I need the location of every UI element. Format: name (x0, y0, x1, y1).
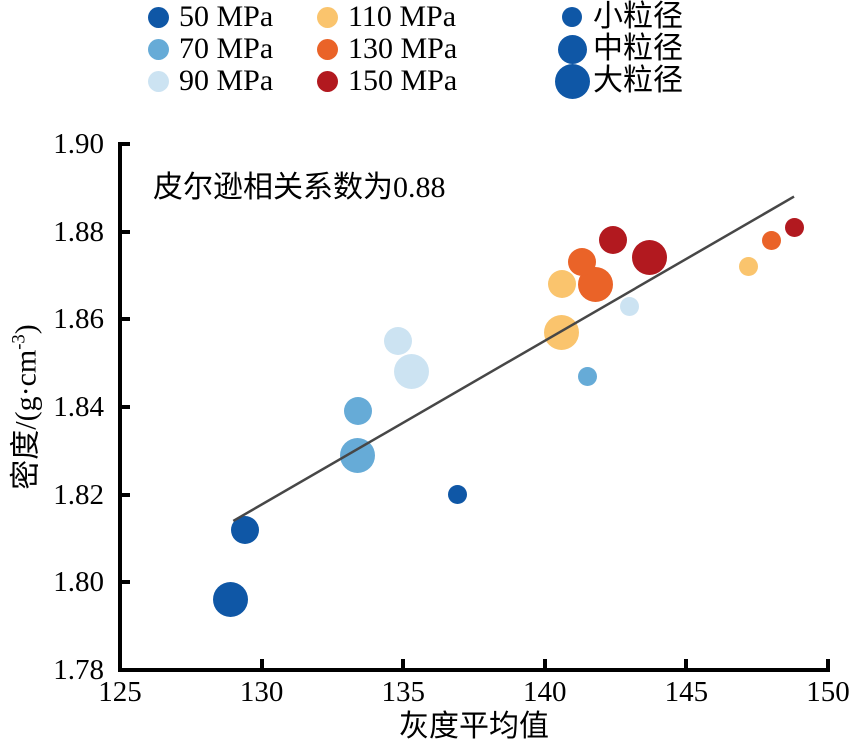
legend-swatch-box (140, 33, 176, 65)
y-tick-label: 1.80 (53, 566, 104, 599)
legend-pressure-item: 130 MPa (309, 33, 457, 65)
data-point (739, 257, 759, 277)
trend-line (232, 195, 795, 523)
x-tick (118, 659, 122, 668)
legend-pressure-item: 50 MPa (140, 1, 273, 33)
y-axis-title-superscript: -3 (8, 334, 30, 350)
y-tick-label: 1.78 (53, 654, 104, 686)
legend-swatch-box (309, 33, 345, 65)
y-tick (122, 492, 130, 497)
x-tick-label: 150 (806, 676, 850, 708)
legend-pressure-item: 70 MPa (140, 33, 273, 65)
legend-swatch-box (140, 65, 176, 97)
x-tick (826, 659, 830, 668)
x-axis-line (118, 668, 830, 672)
data-point (447, 485, 467, 505)
legend-size-item: 小粒径 (554, 1, 683, 33)
pearson-annotation: 皮尔逊相关系数为0.88 (153, 171, 446, 204)
y-tick-label: 1.82 (53, 478, 104, 511)
legend-pressure-label: 90 MPa (179, 64, 274, 97)
x-tick-label: 145 (664, 676, 709, 708)
legend-size-label: 大粒径 (593, 64, 683, 97)
legend-size-swatch-box (554, 1, 590, 33)
data-point (598, 226, 627, 255)
data-point (343, 397, 372, 426)
y-tick-label: 1.84 (53, 391, 104, 423)
x-tick-label: 135 (381, 676, 425, 708)
data-point (620, 296, 640, 316)
y-tick-label: 1.88 (53, 215, 104, 248)
data-point (230, 515, 259, 544)
x-tick (259, 659, 264, 668)
legend-pressure-label: 150 MPa (348, 64, 458, 97)
legend-color-dot-icon (316, 70, 338, 92)
legend-pressure-label: 130 MPa (348, 32, 458, 65)
legend-pressure-column-2: 110 MPa 130 MPa 150 MPa (309, 1, 457, 97)
legend-color-dot-icon (147, 70, 169, 92)
legend-pressure-column-1: 50 MPa 70 MPa 90 MPa (140, 1, 273, 97)
legend-pressure-label: 110 MPa (348, 0, 457, 33)
x-tick-label: 130 (239, 676, 284, 708)
x-tick (542, 659, 547, 668)
legend-pressure-item: 110 MPa (309, 1, 457, 33)
data-point (577, 366, 597, 386)
legend-swatch-box (309, 1, 345, 33)
plot-area: 皮尔逊相关系数为0.88 (120, 144, 828, 670)
data-point (784, 217, 804, 237)
data-point (567, 248, 596, 277)
x-axis-title: 灰度平均值 (399, 710, 549, 743)
y-tick (122, 229, 130, 234)
legend-size-item: 大粒径 (554, 63, 683, 99)
legend-size-label: 中粒径 (593, 32, 683, 65)
data-point (632, 240, 668, 276)
data-point (394, 354, 430, 390)
legend-pressure-label: 50 MPa (179, 0, 274, 33)
y-tick (122, 580, 130, 585)
y-tick (122, 668, 130, 672)
legend-color-dot-icon (147, 6, 169, 28)
data-point (761, 230, 781, 250)
legend-size-label: 小粒径 (593, 0, 683, 33)
legend-size-swatch-box (554, 63, 590, 99)
legend-pressure-item: 90 MPa (140, 65, 273, 97)
legend-size-swatch-box (554, 33, 590, 65)
legend-size-dot-icon (562, 7, 582, 27)
legend-swatch-box (309, 65, 345, 97)
legend-color-dot-icon (316, 6, 338, 28)
y-tick (122, 405, 130, 409)
data-point (383, 327, 412, 356)
y-tick (122, 317, 130, 322)
x-tick (684, 659, 689, 668)
data-point (547, 270, 576, 299)
legend-color-dot-icon (316, 38, 338, 60)
legend-swatch-box (140, 1, 176, 33)
data-point (544, 314, 580, 350)
legend-size-column: 小粒径 中粒径 大粒径 (554, 1, 683, 99)
y-tick-label: 1.90 (53, 128, 104, 160)
y-tick (122, 142, 130, 146)
legend-color-dot-icon (147, 38, 169, 60)
x-tick-label: 125 (98, 676, 142, 708)
data-point (340, 437, 376, 473)
legend-size-item: 中粒径 (554, 33, 683, 65)
y-tick-label: 1.86 (53, 303, 104, 336)
legend-size-dot-icon (557, 34, 587, 64)
x-tick (401, 659, 406, 668)
data-point (212, 582, 248, 618)
y-axis-line (118, 142, 122, 672)
legend-pressure-label: 70 MPa (179, 32, 274, 65)
legend-size-dot-icon (554, 63, 590, 99)
legend-pressure-item: 150 MPa (309, 65, 457, 97)
x-tick-label: 140 (523, 676, 567, 708)
